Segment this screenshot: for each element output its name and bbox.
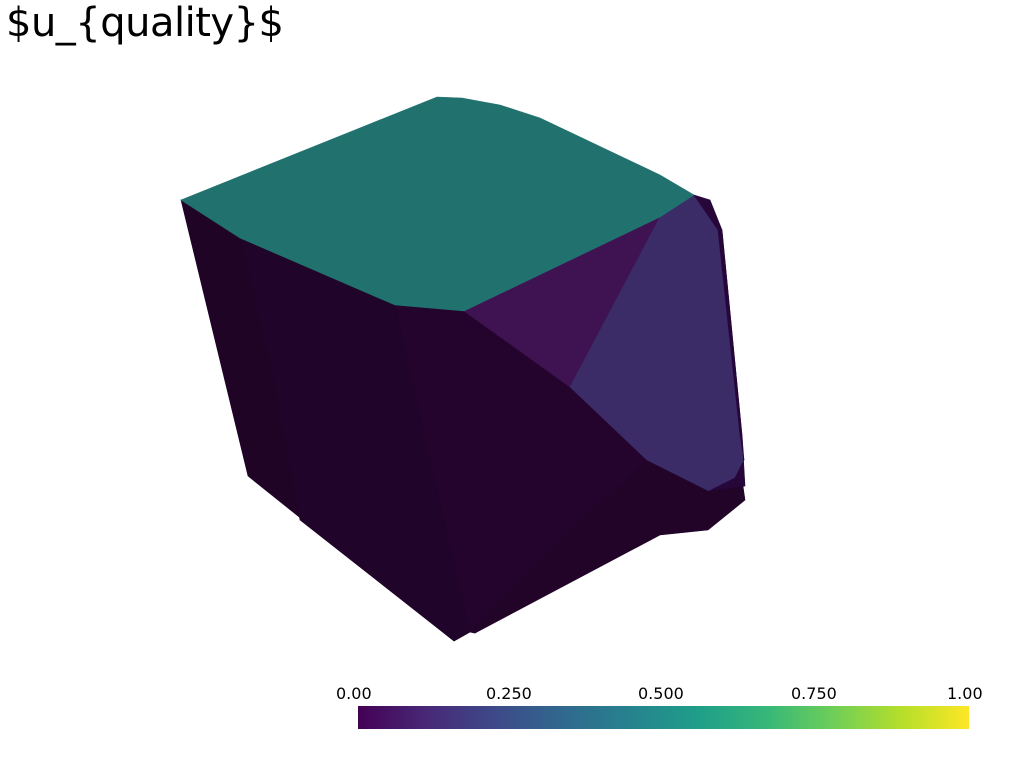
scalar-bar: [358, 706, 969, 729]
scalar-bar-tick-1: 0.250: [486, 684, 532, 703]
scalar-bar-tick-2: 0.500: [638, 684, 684, 703]
colorbar-gradient: [358, 706, 969, 729]
mesh-face-top: [180, 96, 695, 312]
scalar-bar-tick-4: 1.00: [947, 684, 983, 703]
scalar-bar-tick-3: 0.750: [791, 684, 837, 703]
mesh-face-right-strip: [693, 194, 746, 492]
plot-title: $u_{quality}$: [6, 0, 284, 46]
scalar-bar-tick-0: 0.00: [336, 684, 372, 703]
